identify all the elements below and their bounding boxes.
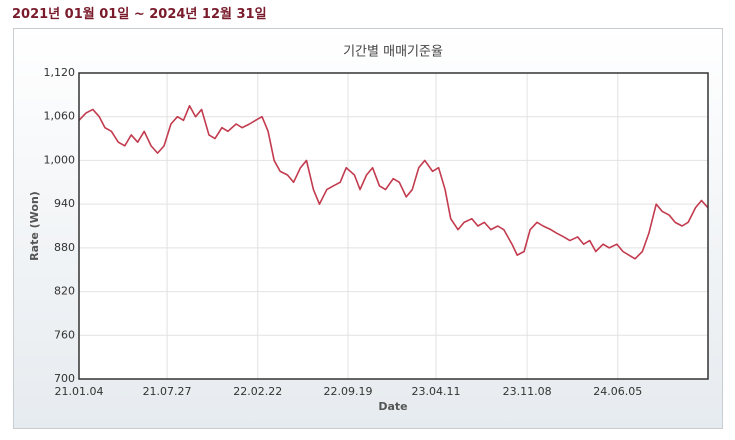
y-tick-label: 1,060 xyxy=(44,110,76,123)
x-tick-label: 22.02.22 xyxy=(233,385,282,398)
x-tick-label: 22.09.19 xyxy=(323,385,372,398)
plot-area xyxy=(79,73,708,379)
chart-title: 기간별 매매기준율 xyxy=(343,45,443,60)
x-tick-label: 21.01.04 xyxy=(55,385,104,398)
date-range-header: 2021년 01월 01일 ~ 2024년 12월 31일 xyxy=(12,7,267,22)
y-tick-label: 1,120 xyxy=(44,66,76,79)
y-tick-label: 700 xyxy=(54,372,75,385)
y-tick-label: 1,000 xyxy=(44,153,76,166)
y-tick-label: 760 xyxy=(54,328,75,341)
y-tick-label: 940 xyxy=(54,197,75,210)
x-tick-label: 23.11.08 xyxy=(503,385,552,398)
series xyxy=(78,104,709,260)
y-axis-label: Rate (Won) xyxy=(28,191,41,261)
y-tick-label: 880 xyxy=(54,241,75,254)
y-tick-label: 820 xyxy=(54,285,75,298)
x-axis-label: Date xyxy=(378,400,407,413)
x-tick-label: 24.06.05 xyxy=(593,385,642,398)
x-tick-label: 21.07.27 xyxy=(143,385,192,398)
x-tick-label: 23.04.11 xyxy=(412,385,461,398)
plot-border xyxy=(78,72,709,380)
series-line xyxy=(78,104,709,260)
